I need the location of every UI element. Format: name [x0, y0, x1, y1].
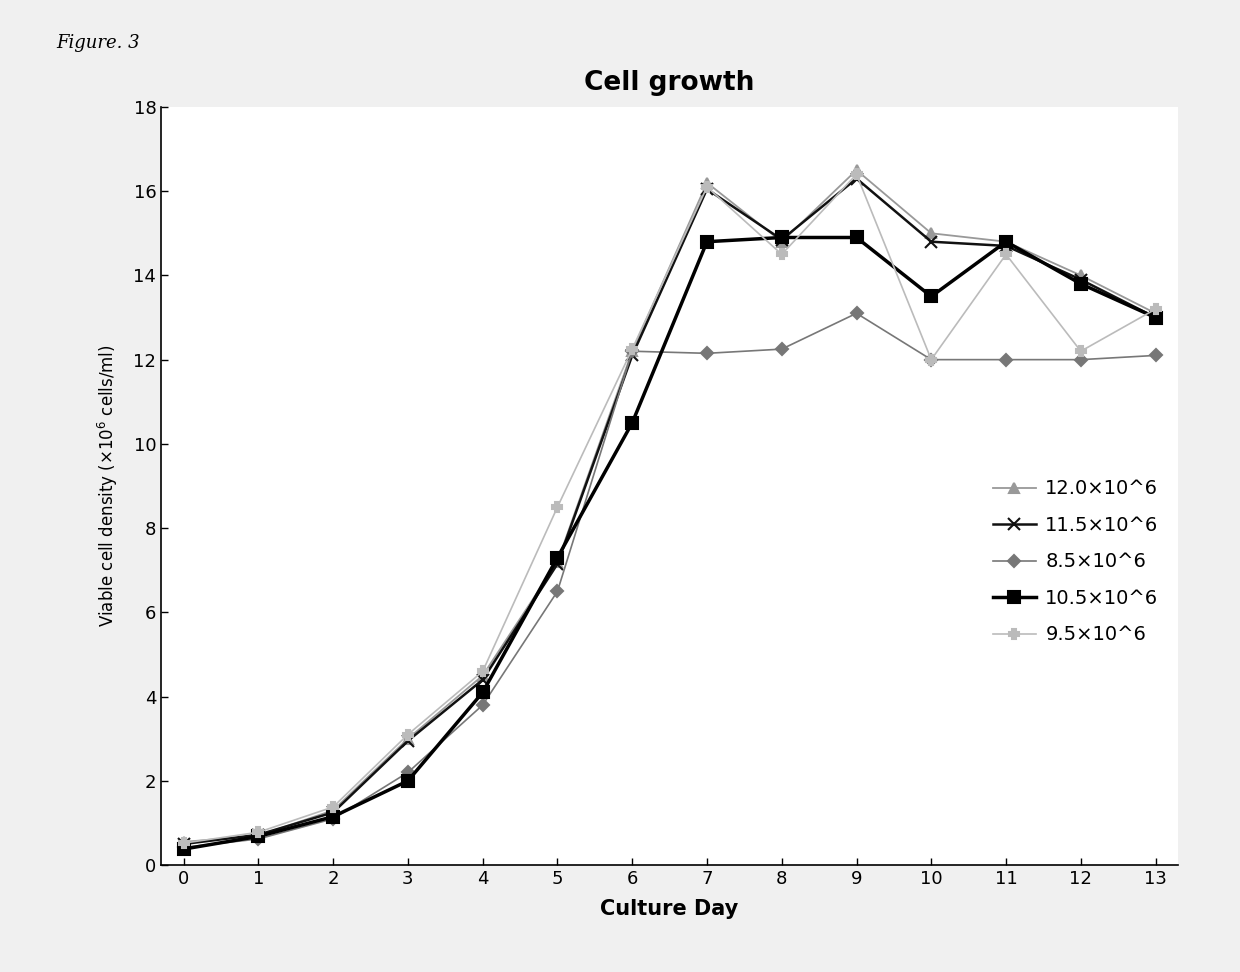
12.0×10^6	[998, 236, 1013, 248]
9.5×10^6	[625, 343, 640, 355]
9.5×10^6	[176, 837, 191, 849]
11.5×10^6	[401, 735, 415, 746]
10.5×10^6	[326, 811, 341, 822]
Line: 11.5×10^6: 11.5×10^6	[177, 172, 1162, 850]
X-axis label: Culture Day: Culture Day	[600, 899, 739, 920]
Title: Cell growth: Cell growth	[584, 70, 755, 96]
10.5×10^6	[551, 552, 565, 564]
10.5×10^6	[849, 231, 864, 243]
10.5×10^6	[475, 686, 490, 698]
11.5×10^6	[849, 173, 864, 185]
12.0×10^6	[774, 236, 789, 248]
8.5×10^6	[774, 343, 789, 355]
8.5×10^6	[250, 833, 265, 845]
10.5×10^6	[998, 236, 1013, 248]
10.5×10^6	[1148, 312, 1163, 324]
11.5×10^6	[699, 183, 714, 194]
11.5×10^6	[551, 558, 565, 570]
Line: 8.5×10^6: 8.5×10^6	[180, 309, 1159, 851]
12.0×10^6	[1074, 269, 1089, 281]
11.5×10^6	[250, 829, 265, 841]
11.5×10^6	[998, 240, 1013, 252]
10.5×10^6	[250, 831, 265, 843]
8.5×10^6	[699, 347, 714, 359]
12.0×10^6	[401, 733, 415, 745]
9.5×10^6	[1148, 303, 1163, 315]
9.5×10^6	[250, 826, 265, 838]
11.5×10^6	[924, 236, 939, 248]
10.5×10^6	[176, 844, 191, 855]
11.5×10^6	[625, 350, 640, 362]
12.0×10^6	[849, 164, 864, 176]
Text: Figure. 3: Figure. 3	[56, 34, 139, 52]
8.5×10^6	[551, 585, 565, 597]
12.0×10^6	[1148, 307, 1163, 319]
12.0×10^6	[699, 177, 714, 189]
8.5×10^6	[849, 307, 864, 319]
8.5×10^6	[176, 842, 191, 853]
10.5×10^6	[1074, 278, 1089, 290]
11.5×10^6	[774, 234, 789, 246]
9.5×10^6	[998, 249, 1013, 260]
11.5×10^6	[176, 838, 191, 850]
11.5×10^6	[1074, 274, 1089, 286]
Line: 10.5×10^6: 10.5×10^6	[179, 232, 1161, 854]
8.5×10^6	[1074, 354, 1089, 365]
Line: 12.0×10^6: 12.0×10^6	[179, 165, 1161, 847]
8.5×10^6	[924, 354, 939, 365]
10.5×10^6	[625, 417, 640, 429]
12.0×10^6	[551, 556, 565, 568]
8.5×10^6	[998, 354, 1013, 365]
10.5×10^6	[774, 231, 789, 243]
10.5×10^6	[699, 236, 714, 248]
9.5×10^6	[924, 354, 939, 365]
12.0×10^6	[250, 830, 265, 842]
12.0×10^6	[625, 345, 640, 357]
11.5×10^6	[1148, 312, 1163, 324]
Y-axis label: Viable cell density (×10$^{6}$ cells/ml): Viable cell density (×10$^{6}$ cells/ml)	[95, 345, 119, 627]
9.5×10^6	[551, 502, 565, 513]
12.0×10^6	[326, 805, 341, 816]
9.5×10^6	[849, 168, 864, 180]
9.5×10^6	[774, 249, 789, 260]
11.5×10^6	[326, 807, 341, 818]
9.5×10^6	[699, 181, 714, 192]
9.5×10^6	[401, 729, 415, 741]
8.5×10^6	[1148, 350, 1163, 362]
8.5×10^6	[401, 767, 415, 779]
11.5×10^6	[475, 674, 490, 685]
8.5×10^6	[475, 699, 490, 711]
10.5×10^6	[401, 775, 415, 786]
Line: 9.5×10^6: 9.5×10^6	[179, 169, 1161, 848]
8.5×10^6	[625, 345, 640, 357]
9.5×10^6	[1074, 345, 1089, 357]
10.5×10^6	[924, 291, 939, 302]
9.5×10^6	[326, 801, 341, 813]
12.0×10^6	[475, 670, 490, 681]
8.5×10^6	[326, 813, 341, 824]
Legend: 12.0×10^6, 11.5×10^6, 8.5×10^6, 10.5×10^6, 9.5×10^6: 12.0×10^6, 11.5×10^6, 8.5×10^6, 10.5×10^…	[983, 469, 1168, 654]
12.0×10^6	[924, 227, 939, 239]
12.0×10^6	[176, 836, 191, 848]
9.5×10^6	[475, 666, 490, 677]
